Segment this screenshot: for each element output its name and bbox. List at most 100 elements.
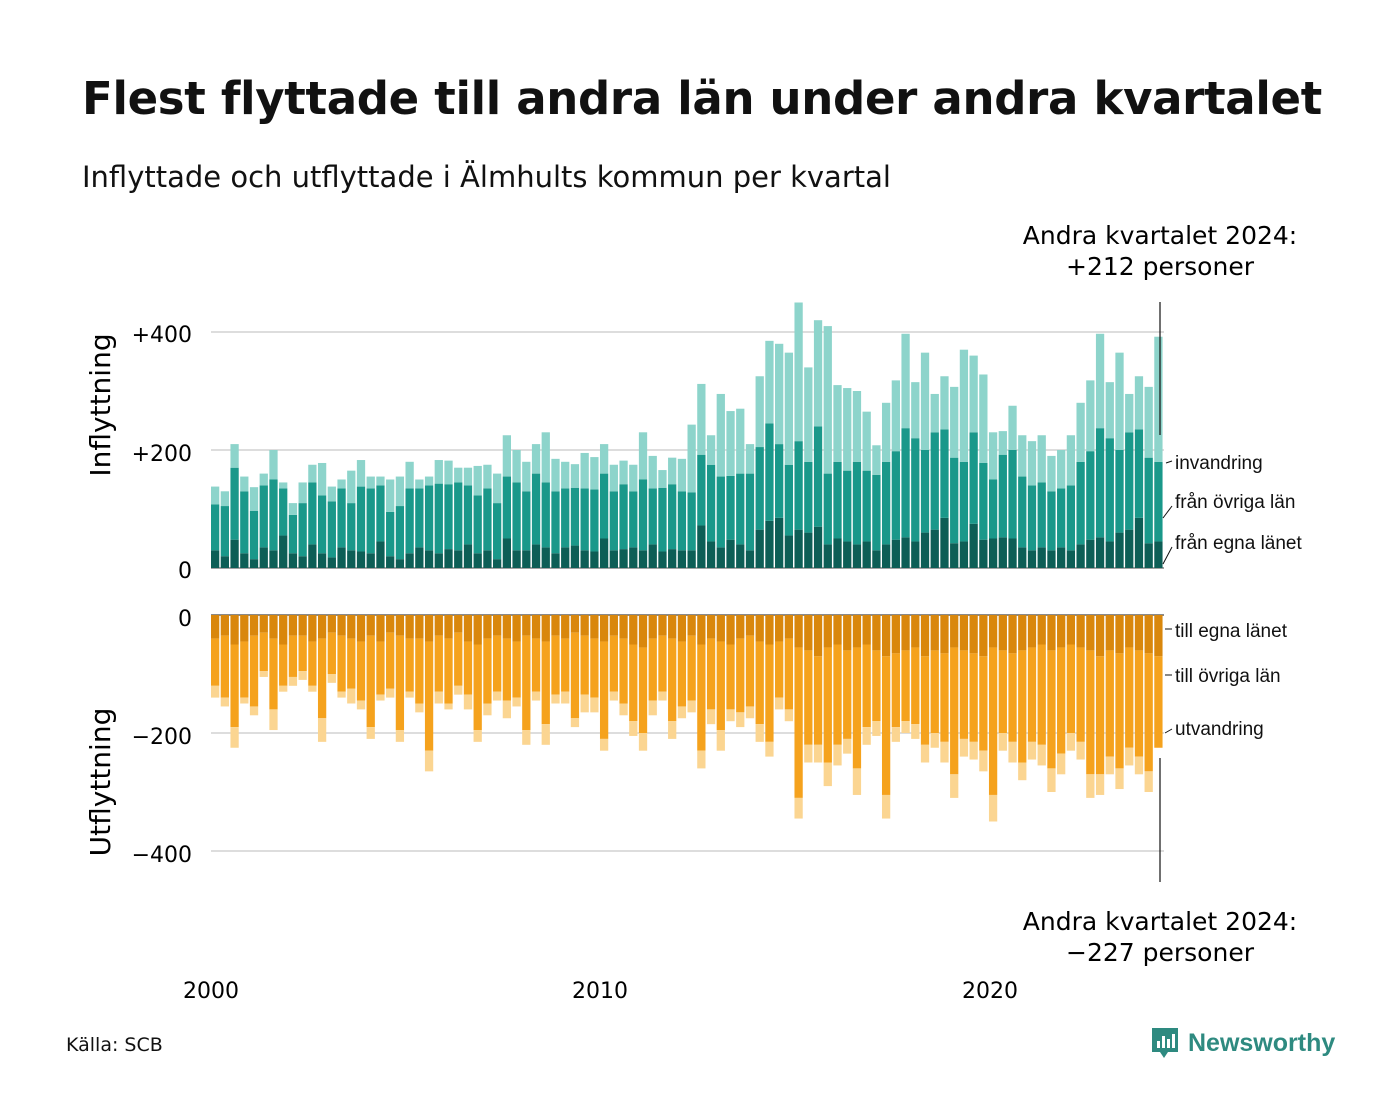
bar-till-egna-lanet — [386, 615, 395, 633]
label-connector-fran-ovriga — [1162, 505, 1173, 519]
bar-till-egna-lanet — [1105, 615, 1114, 651]
bar-invandring — [1037, 435, 1046, 483]
bar-utvandring — [950, 774, 959, 798]
bar-fran-egna-lanet — [1125, 529, 1134, 568]
bar-till-ovriga-lan — [434, 635, 443, 692]
bar-till-egna-lanet — [872, 615, 881, 651]
bar-fran-egna-lanet — [405, 553, 414, 568]
bar-fran-egna-lanet — [599, 538, 609, 568]
bar-fran-egna-lanet — [629, 547, 638, 568]
bar-fran-ovriga-lan — [1066, 485, 1076, 551]
bar-utvandring — [522, 730, 531, 745]
bar-utvandring — [463, 694, 473, 710]
bar-till-ovriga-lan — [775, 641, 784, 698]
bar-till-ovriga-lan — [395, 635, 405, 731]
bar-utvandring — [979, 750, 988, 772]
bar-utvandring — [1037, 744, 1046, 766]
bar-invandring — [891, 380, 900, 452]
bar-fran-egna-lanet — [551, 553, 560, 568]
bar-fran-egna-lanet — [794, 529, 803, 568]
bar-fran-egna-lanet — [658, 551, 667, 568]
bar-utvandring — [249, 706, 259, 716]
bar-fran-egna-lanet — [1086, 539, 1095, 568]
newsworthy-logo[interactable]: Newsworthy — [1150, 1026, 1335, 1060]
bar-fran-ovriga-lan — [259, 485, 268, 548]
bar-till-ovriga-lan — [269, 638, 278, 710]
bar-invandring — [356, 460, 366, 487]
bar-fran-egna-lanet — [891, 539, 900, 568]
bar-fran-ovriga-lan — [950, 457, 959, 544]
bar-till-egna-lanet — [706, 615, 716, 639]
bar-fran-egna-lanet — [765, 520, 774, 568]
ytick-in-200: +200 — [132, 442, 192, 467]
bar-invandring — [337, 479, 346, 489]
bar-fran-ovriga-lan — [940, 429, 949, 518]
bar-invandring — [998, 431, 1007, 455]
bar-invandring — [823, 326, 832, 474]
bar-fran-ovriga-lan — [726, 475, 735, 540]
bar-fran-ovriga-lan — [493, 503, 502, 560]
bar-till-ovriga-lan — [317, 638, 327, 719]
bar-fran-ovriga-lan — [765, 423, 774, 521]
bar-fran-egna-lanet — [415, 547, 424, 568]
bar-invandring — [259, 473, 268, 486]
bar-utvandring — [736, 712, 745, 728]
bar-till-ovriga-lan — [249, 635, 259, 707]
bar-invandring — [716, 393, 725, 477]
bar-invandring — [269, 450, 278, 480]
bar-invandring — [755, 376, 764, 448]
bar-till-egna-lanet — [424, 615, 434, 642]
bar-till-ovriga-lan — [911, 647, 920, 725]
bar-invandring — [279, 482, 288, 489]
bar-utvandring — [308, 685, 317, 692]
bar-invandring — [288, 503, 298, 515]
bar-fran-egna-lanet — [376, 541, 385, 568]
bar-fran-egna-lanet — [454, 550, 463, 568]
bar-till-ovriga-lan — [843, 650, 852, 739]
bar-till-egna-lanet — [288, 615, 298, 636]
bar-till-egna-lanet — [881, 615, 891, 657]
bar-fran-egna-lanet — [950, 543, 959, 568]
bar-till-egna-lanet — [911, 615, 920, 648]
bar-invandring — [940, 376, 949, 430]
chart-title: Flest flyttade till andra län under andr… — [82, 72, 1322, 125]
bar-invandring — [1154, 336, 1163, 462]
bar-invandring — [1115, 352, 1124, 450]
bar-fran-ovriga-lan — [804, 461, 813, 533]
bar-fran-ovriga-lan — [697, 454, 706, 526]
bar-fran-egna-lanet — [249, 559, 259, 568]
bar-till-egna-lanet — [366, 615, 375, 636]
bar-utvandring — [366, 727, 375, 739]
bar-fran-egna-lanet — [1144, 543, 1153, 568]
bar-fran-egna-lanet — [570, 545, 580, 568]
bar-fran-egna-lanet — [240, 553, 249, 568]
bar-till-egna-lanet — [454, 615, 463, 633]
bar-fran-ovriga-lan — [852, 461, 862, 545]
bar-fran-egna-lanet — [784, 535, 794, 568]
bar-utvandring — [784, 709, 794, 722]
bar-till-egna-lanet — [395, 615, 405, 636]
bar-fran-egna-lanet — [395, 559, 405, 568]
bar-till-egna-lanet — [629, 615, 638, 645]
bar-till-ovriga-lan — [502, 638, 511, 701]
bar-till-egna-lanet — [493, 615, 502, 636]
bar-till-egna-lanet — [891, 615, 900, 654]
bar-fran-egna-lanet — [687, 550, 696, 568]
bar-fran-egna-lanet — [424, 550, 434, 568]
bar-till-egna-lanet — [347, 615, 356, 639]
bar-utvandring — [211, 685, 220, 698]
bar-till-ovriga-lan — [454, 632, 463, 686]
bar-fran-egna-lanet — [901, 537, 910, 568]
bar-fran-ovriga-lan — [473, 495, 482, 554]
bar-fran-egna-lanet — [590, 551, 599, 568]
bar-fran-ovriga-lan — [1105, 438, 1114, 542]
bar-fran-ovriga-lan — [1047, 491, 1056, 551]
bar-till-ovriga-lan — [444, 638, 453, 704]
bar-utvandring — [881, 794, 891, 819]
bar-invandring — [658, 470, 667, 488]
bar-till-egna-lanet — [736, 615, 745, 639]
bar-till-egna-lanet — [211, 615, 220, 639]
bar-invandring — [706, 435, 716, 465]
bar-fran-ovriga-lan — [745, 473, 755, 551]
bar-fran-egna-lanet — [775, 517, 784, 568]
